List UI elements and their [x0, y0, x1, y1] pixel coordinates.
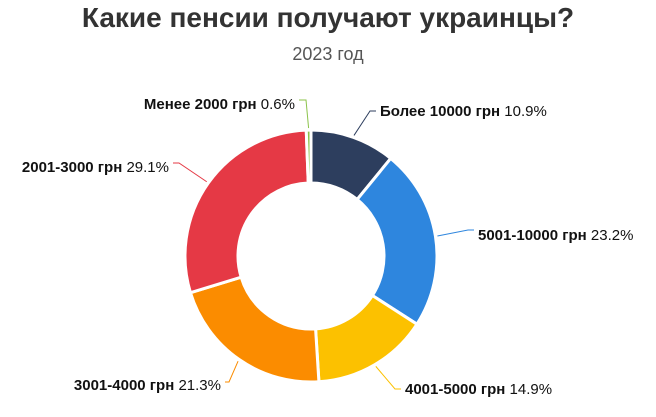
- data-label-value: 21.3%: [178, 377, 221, 394]
- leader-line-2001-3000: [173, 162, 208, 183]
- data-label-2000: Менее 2000 грн 0.6%: [144, 96, 295, 113]
- data-label-value: 10.9%: [504, 103, 547, 120]
- data-label-4001-5000: 4001-5000 грн 14.9%: [405, 381, 552, 398]
- leader-line-5001-10000: [437, 229, 474, 237]
- leader-line-3001-4000: [225, 360, 239, 383]
- data-label-name: 2001-3000 грн: [22, 159, 127, 176]
- slice-2001-3000: [183, 128, 310, 295]
- data-label-value: 14.9%: [510, 381, 553, 398]
- data-label-2001-3000: 2001-3000 грн 29.1%: [22, 159, 169, 176]
- data-label-name: Менее 2000 грн: [144, 96, 261, 113]
- data-label-value: 0.6%: [261, 96, 295, 113]
- data-label-5001-10000: 5001-10000 грн 23.2%: [478, 227, 633, 244]
- leader-line-4001-5000: [375, 366, 401, 390]
- data-label-name: Более 10000 грн: [380, 103, 504, 120]
- chart-title: Какие пенсии получают украинцы?: [81, 2, 575, 33]
- leader-line-2000: [299, 99, 310, 129]
- slice-5001-10000: [355, 156, 439, 326]
- data-label-value: 29.1%: [126, 159, 169, 176]
- chart-subtitle: 2023 год: [292, 44, 364, 64]
- slice-2000: [304, 128, 313, 185]
- data-label-name: 5001-10000 грн: [478, 227, 591, 244]
- data-label-10000: Более 10000 грн 10.9%: [380, 103, 547, 120]
- data-label-3001-4000: 3001-4000 грн 21.3%: [74, 377, 221, 394]
- leader-line-10000: [353, 110, 376, 136]
- data-label-name: 4001-5000 грн: [405, 381, 510, 398]
- data-label-name: 3001-4000 грн: [74, 377, 179, 394]
- data-label-value: 23.2%: [591, 227, 634, 244]
- slice-3001-4000: [188, 275, 321, 384]
